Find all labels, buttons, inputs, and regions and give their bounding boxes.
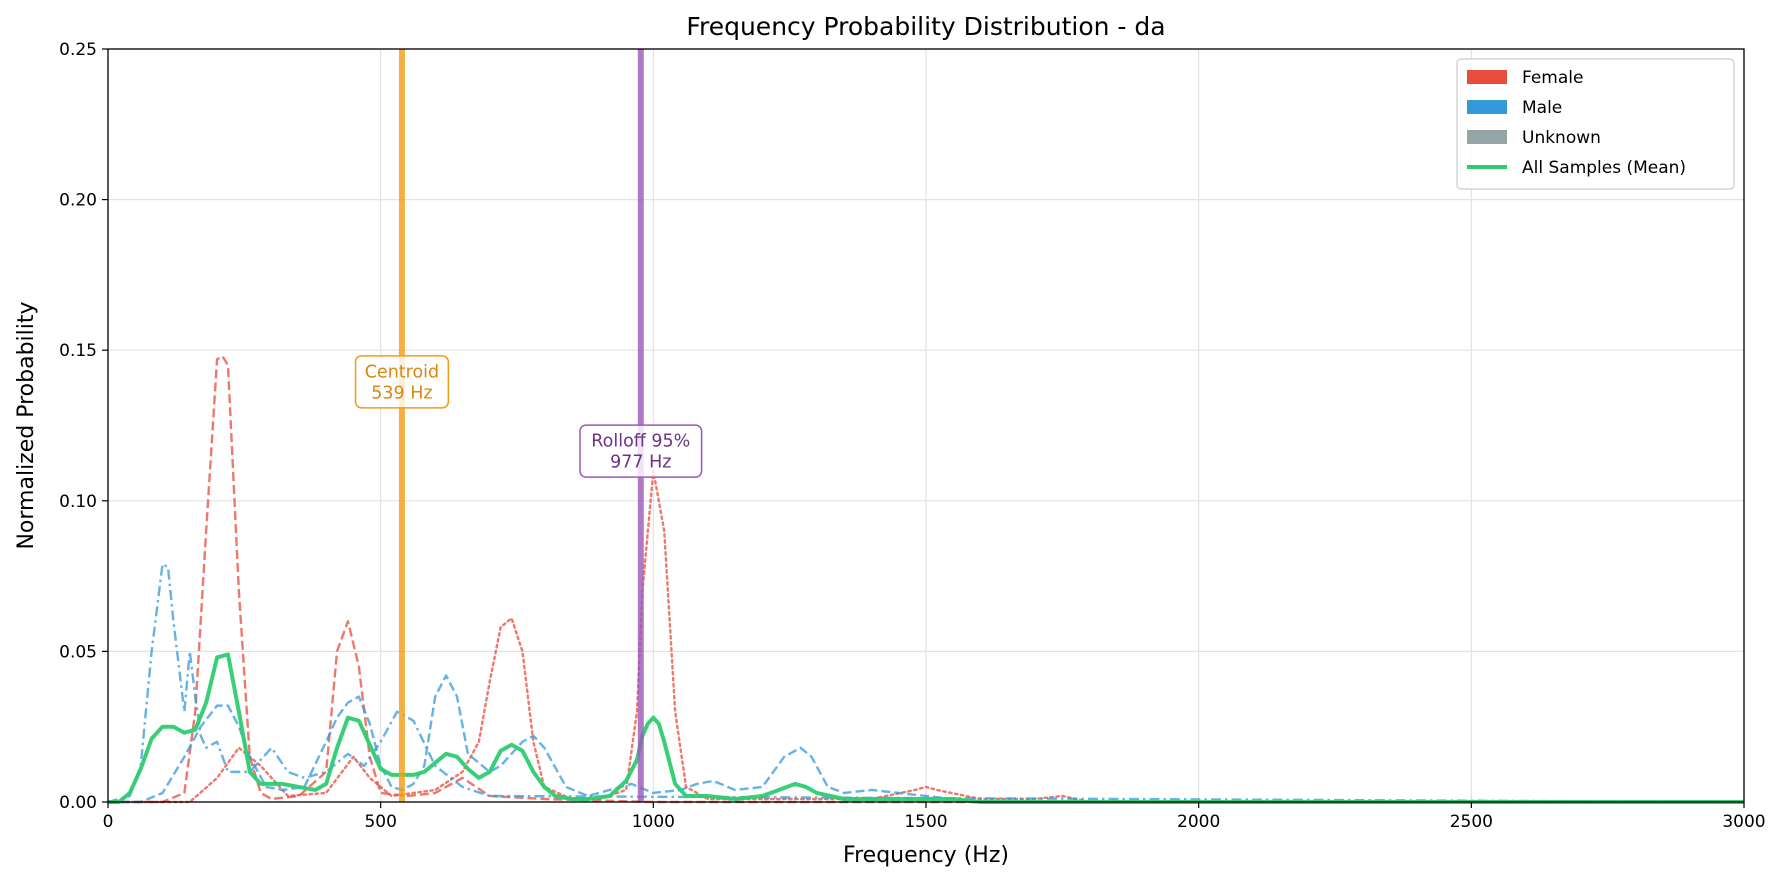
y-tick-label: 0.25: [59, 40, 97, 60]
series-layer: [106, 355, 1746, 804]
vline-label-box-0: [354, 355, 450, 409]
x-axis-label: Frequency (Hz): [843, 843, 1009, 868]
x-tick-label: 2500: [1450, 812, 1493, 832]
y-tick-label: 0.20: [59, 191, 97, 211]
y-tick-label: 0.00: [59, 793, 97, 813]
legend-label-0: Female: [1522, 68, 1583, 88]
vline-label-text-0: Centroid: [365, 362, 439, 382]
legend-label-3: All Samples (Mean): [1522, 158, 1686, 178]
x-tick-label: 1000: [632, 812, 675, 832]
x-tick-label: 0: [103, 812, 114, 832]
y-axis-label: Normalized Probability: [14, 301, 39, 549]
legend-swatch-2: [1467, 130, 1507, 144]
legend-box: [1456, 58, 1735, 190]
legend: Female Male Unknown All Samples (Mean): [1456, 58, 1735, 190]
series-line-male-3: [107, 562, 1745, 804]
ticks: 0 500 1000 1500 2000 2500 3000 0.00 0.05 0.10 0.15…: [59, 40, 1765, 832]
x-tick-label: 2000: [1177, 812, 1220, 832]
x-tick-label: 3000: [1722, 812, 1765, 832]
vline-label-text-1: 977 Hz: [610, 453, 671, 473]
y-tick-label: 0.15: [59, 341, 97, 361]
chart-title: Frequency Probability Distribution - da: [686, 12, 1165, 41]
vline-label-text-0: 539 Hz: [371, 383, 432, 403]
vline-label-text-1: Rolloff 95%: [591, 432, 690, 452]
series-line-female-1: [106, 469, 1746, 804]
x-tick-label: 1500: [904, 812, 947, 832]
legend-label-2: Unknown: [1522, 128, 1601, 148]
y-tick-label: 0.10: [59, 492, 97, 512]
legend-swatch-1: [1467, 100, 1507, 114]
legend-label-1: Male: [1522, 98, 1562, 118]
x-tick-label: 500: [364, 812, 396, 832]
y-tick-label: 0.05: [59, 642, 97, 662]
vline-label-box-1: [579, 424, 703, 478]
series-line-male-2: [108, 674, 1744, 804]
legend-swatch-0: [1467, 70, 1507, 84]
series-line-female-0: [108, 355, 1744, 804]
series-line-all-samples-mean-4: [108, 652, 1744, 804]
